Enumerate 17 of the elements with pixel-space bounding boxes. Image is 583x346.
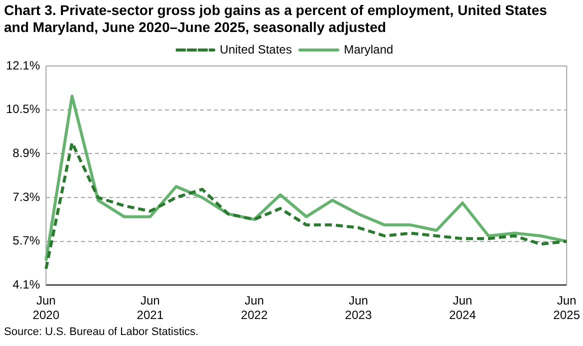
x-tick-label: Jun 2025 [553, 294, 580, 322]
y-tick-label: 7.3% [12, 190, 40, 204]
line-series [44, 141, 568, 270]
y-tick-label: 10.5% [6, 102, 40, 116]
legend-label: Maryland [344, 42, 394, 56]
source-note: Source: U.S. Bureau of Labor Statistics. [3, 326, 200, 338]
x-tick-label: Jun 2024 [449, 294, 476, 322]
legend-label: United States [220, 42, 292, 56]
chart-title: Chart 3. Private-sector gross job gains as a percent of employment, United States and Maryland, June 2020–June 2025, seasonally adjusted [3, 1, 548, 36]
y-tick-label: 12.1% [6, 58, 40, 72]
x-tick-label: Jun 2021 [136, 294, 164, 322]
x-tick-label: Jun 2020 [32, 294, 60, 322]
x-tick-label: Jun 2023 [345, 294, 372, 322]
x-tick-label: Jun 2022 [240, 294, 268, 322]
y-tick-label: 4.1% [12, 278, 40, 292]
y-tick-label: 5.7% [12, 234, 40, 248]
y-tick-label: 8.9% [12, 146, 40, 160]
